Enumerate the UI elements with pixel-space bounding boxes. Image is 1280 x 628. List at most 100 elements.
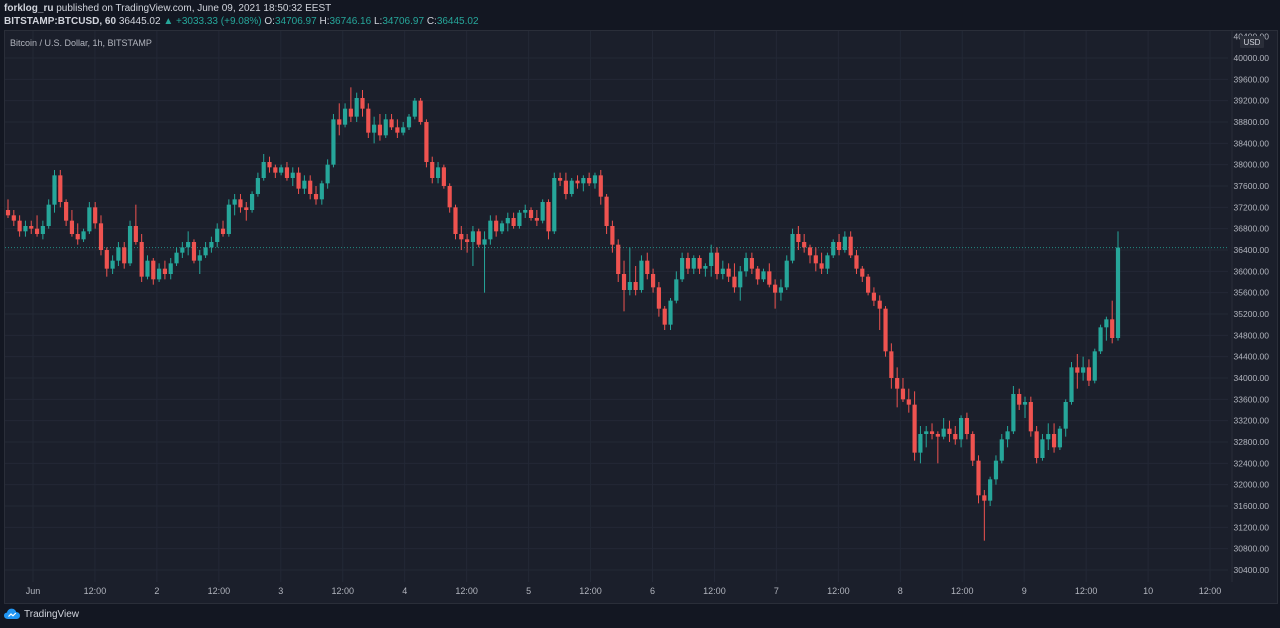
candle-body [743,258,749,272]
candle-body [157,268,162,280]
x-tick-label: 8 [898,586,903,596]
x-tick-label: 12:00 [84,586,107,596]
chart-pane[interactable] [4,30,1278,604]
candle-body [924,431,929,434]
y-tick-label: 32400.00 [1234,458,1270,468]
candle-body [470,231,476,242]
y-tick-label: 35200.00 [1234,309,1270,319]
candle-body [511,218,516,226]
candle-body [1005,431,1010,440]
y-tick-label: 34800.00 [1234,330,1270,340]
x-tick-label: 12:00 [1075,586,1098,596]
y-tick-label: 30800.00 [1234,544,1270,554]
x-tick-label: 5 [526,586,531,596]
y-tick-label: 39600.00 [1234,74,1270,84]
candle-body [1017,394,1022,405]
candle-body [866,276,871,293]
candle-body [453,207,458,234]
candle-body [988,479,993,501]
candle-body [75,234,80,240]
high-value: 36746.16 [329,16,372,27]
candle-body [1040,439,1045,458]
candle-body [273,167,278,173]
last-price: 36445.02 [118,16,161,27]
tradingview-cloud-icon [4,608,20,619]
candle-body [279,167,284,173]
candle-body [186,242,191,248]
candle-body [895,378,900,389]
candle-body [871,292,877,301]
candle-body [947,428,952,434]
candle-body [982,495,987,501]
candle-body [662,308,667,325]
candle-body [790,234,795,261]
candle-body [331,119,336,165]
y-tick-label: 38000.00 [1234,160,1270,170]
candle-body [215,228,220,242]
candle-body [412,100,417,117]
x-tick-label: 4 [402,586,407,596]
candle-body [290,172,295,178]
candle-body [581,178,586,184]
candle-body [877,300,882,309]
candle-body [488,220,493,240]
candle-body [441,167,446,186]
candle-body [691,258,696,269]
candle-body [116,247,121,261]
candle-body [633,282,638,290]
candle-body [761,271,766,280]
candle-body [482,239,487,245]
candle-body [592,175,598,184]
candle-body [575,180,580,184]
candle-body [755,268,760,280]
low-value: 34706.97 [382,16,425,27]
candle-body [883,308,888,352]
candle-body [406,116,412,128]
candle-body [261,162,266,178]
candle-body [232,199,237,205]
candle-body [1069,367,1074,402]
candle-body [372,124,377,133]
candle-body [337,119,342,125]
candle-body [1051,434,1057,448]
candle-body [650,274,656,288]
author-name[interactable]: forklog_ru [4,3,54,14]
candle-body [1057,428,1062,448]
candle-body [993,460,999,480]
candle-body [255,178,260,194]
candle-body [58,175,63,202]
quote-line: BITSTAMP:BTCUSD, 60 36445.02 ▲ +3033.33 … [4,16,479,27]
candle-body [110,260,115,269]
candle-body [709,252,714,266]
candle-body [970,434,975,461]
x-tick-label: 12:00 [455,586,478,596]
x-tick-label: 12:00 [1199,586,1222,596]
candle-body [726,268,731,277]
candle-body [627,282,632,290]
candle-body [226,204,231,234]
y-tick-label: 34000.00 [1234,373,1270,383]
y-tick-label: 33200.00 [1234,416,1270,426]
candle-body [953,434,958,440]
candle-body [430,162,435,178]
y-tick-label: 32000.00 [1234,480,1270,490]
candle-body [395,127,400,133]
candle-body [220,228,226,234]
y-tick-label: 38800.00 [1234,117,1270,127]
candle-body [860,268,865,277]
candle-body [348,108,353,117]
candle-body [418,100,423,122]
candle-body [308,180,313,194]
candle-body [23,226,28,232]
candle-body [610,226,615,245]
publish-info: forklog_ru published on TradingView.com,… [4,3,331,14]
tradingview-logo[interactable]: TradingView [4,608,79,620]
candle-body [197,255,202,261]
candle-body [813,255,818,264]
candle-body [674,279,679,301]
price-change: ▲ +3033.33 (+9.08%) [163,16,262,27]
candle-body [127,226,133,264]
candle-body [1115,247,1121,338]
candle-body [325,164,330,184]
